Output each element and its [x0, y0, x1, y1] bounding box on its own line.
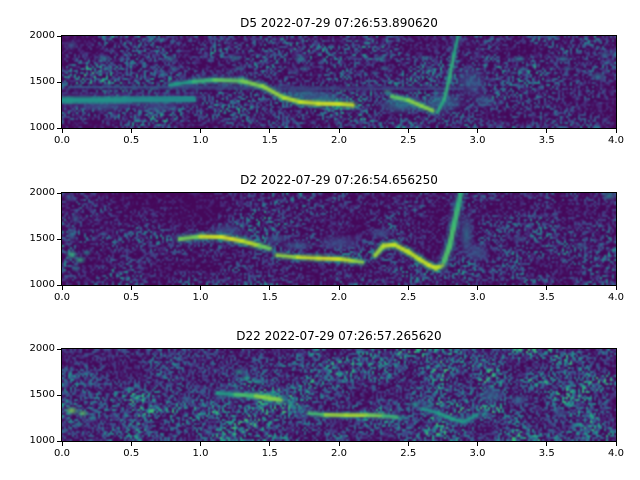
y-tick-label: 1000	[29, 435, 55, 446]
plot-area	[61, 192, 617, 286]
x-tick-mark	[546, 286, 548, 290]
y-tick-label: 1000	[29, 122, 55, 133]
spectrogram-canvas	[62, 36, 616, 128]
y-tick-mark	[57, 192, 61, 194]
x-tick-mark	[61, 286, 63, 290]
x-tick-label: 1.0	[192, 135, 209, 146]
x-tick-mark	[130, 442, 132, 446]
x-tick-label: 2.5	[400, 448, 417, 459]
x-tick-label: 3.0	[469, 292, 486, 303]
x-tick-label: 3.5	[538, 448, 555, 459]
x-tick-mark	[477, 129, 478, 133]
x-tick-label: 1.5	[261, 292, 278, 303]
x-tick-label: 2.5	[400, 135, 417, 146]
x-tick-label: 3.5	[538, 292, 555, 303]
x-tick-label: 0.0	[54, 448, 70, 459]
x-tick-mark	[200, 286, 201, 290]
x-tick-mark	[269, 442, 271, 446]
x-tick-label: 2.0	[331, 135, 347, 146]
x-tick-mark	[61, 442, 63, 446]
x-tick-label: 3.0	[469, 448, 486, 459]
x-tick-mark	[269, 286, 271, 290]
y-tick-label: 1000	[29, 279, 55, 290]
x-tick-mark	[615, 129, 617, 133]
y-tick-mark	[57, 81, 61, 83]
spectrogram-canvas	[62, 193, 616, 285]
y-tick-label: 2000	[29, 187, 55, 198]
x-tick-label: 4.0	[608, 448, 624, 459]
x-tick-label: 2.0	[331, 292, 347, 303]
x-tick-mark	[338, 129, 340, 133]
x-tick-label: 1.0	[192, 292, 209, 303]
x-tick-mark	[200, 129, 201, 133]
x-tick-label: 0.0	[54, 135, 70, 146]
x-tick-label: 1.0	[192, 448, 209, 459]
x-tick-mark	[269, 129, 271, 133]
x-tick-mark	[477, 286, 478, 290]
plot-title: D5 2022-07-29 07:26:53.890620	[240, 16, 438, 30]
x-tick-label: 2.5	[400, 292, 417, 303]
y-tick-label: 1500	[29, 389, 55, 400]
y-tick-mark	[57, 127, 61, 129]
x-tick-mark	[615, 442, 617, 446]
y-tick-label: 1500	[29, 76, 55, 87]
y-tick-mark	[57, 238, 61, 240]
x-tick-mark	[200, 442, 201, 446]
x-tick-label: 3.5	[538, 135, 555, 146]
x-tick-mark	[130, 129, 132, 133]
y-tick-mark	[57, 394, 61, 396]
x-tick-mark	[546, 129, 548, 133]
x-tick-label: 0.5	[123, 292, 140, 303]
x-tick-label: 3.0	[469, 135, 486, 146]
x-tick-mark	[477, 442, 478, 446]
plot-title: D2 2022-07-29 07:26:54.656250	[240, 173, 438, 187]
x-tick-mark	[407, 286, 409, 290]
x-tick-label: 2.0	[331, 448, 347, 459]
x-tick-mark	[615, 286, 617, 290]
y-tick-label: 2000	[29, 30, 55, 41]
x-tick-label: 0.5	[123, 135, 140, 146]
y-tick-mark	[57, 35, 61, 37]
x-tick-mark	[546, 442, 548, 446]
spectrogram-canvas	[62, 349, 616, 441]
x-tick-mark	[407, 129, 409, 133]
y-tick-mark	[57, 440, 61, 442]
x-tick-mark	[338, 442, 340, 446]
y-tick-label: 2000	[29, 343, 55, 354]
x-tick-label: 0.0	[54, 292, 70, 303]
y-tick-mark	[57, 348, 61, 350]
y-tick-mark	[57, 284, 61, 286]
x-tick-mark	[338, 286, 340, 290]
x-tick-label: 1.5	[261, 448, 278, 459]
x-tick-mark	[407, 442, 409, 446]
x-tick-label: 0.5	[123, 448, 140, 459]
plot-title: D22 2022-07-29 07:26:57.265620	[236, 329, 442, 343]
x-tick-mark	[61, 129, 63, 133]
plot-area	[61, 35, 617, 129]
x-tick-mark	[130, 286, 132, 290]
x-tick-label: 4.0	[608, 135, 624, 146]
x-tick-label: 4.0	[608, 292, 624, 303]
x-tick-label: 1.5	[261, 135, 278, 146]
y-tick-label: 1500	[29, 233, 55, 244]
plot-area	[61, 348, 617, 442]
